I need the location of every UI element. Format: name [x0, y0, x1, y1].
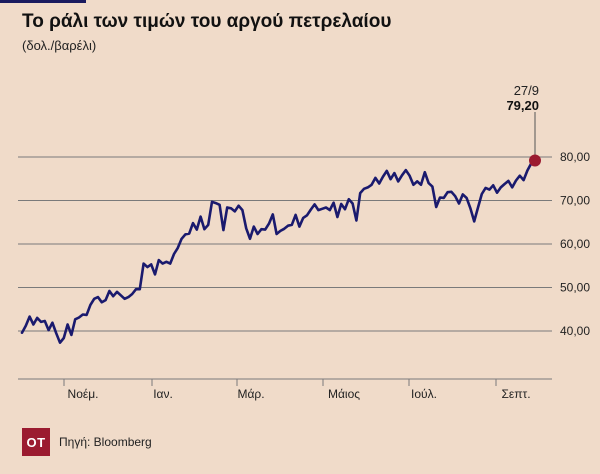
- footer: ΟΤ Πηγή: Bloomberg: [22, 428, 152, 456]
- annotation-date: 27/9: [514, 83, 539, 98]
- annotation-value: 79,20: [506, 98, 539, 113]
- x-tick-label: Σεπτ.: [501, 387, 530, 401]
- x-tick-label: Ιαν.: [153, 387, 173, 401]
- chart-subtitle: (δολ./βαρέλι): [22, 38, 97, 53]
- end-point-marker: [529, 154, 541, 167]
- y-tick-label: 50,00: [560, 281, 590, 295]
- y-tick-label: 40,00: [560, 324, 590, 338]
- y-tick-label: 60,00: [560, 237, 590, 251]
- x-tick-label: Ιούλ.: [411, 387, 437, 401]
- top-accent-bar: [0, 0, 86, 3]
- source-note: Πηγή: Bloomberg: [59, 435, 152, 449]
- x-tick-label: Νοέμ.: [68, 387, 99, 401]
- gridlines: [18, 156, 552, 332]
- series-line: [20, 159, 537, 345]
- x-axis-ticks: Νοέμ. Ιαν. Μάρ. Μάιος Ιούλ. Σεπτ.: [63, 379, 531, 401]
- y-axis-tick-labels: 40,00 50,00 60,00 70,00 80,00: [560, 150, 590, 338]
- chart-title: Το ράλι των τιμών του αργού πετρελαίου: [22, 11, 392, 32]
- x-tick-label: Μάρ.: [237, 387, 264, 401]
- y-tick-label: 80,00: [560, 150, 590, 164]
- ot-logo: ΟΤ: [22, 428, 50, 456]
- y-tick-label: 70,00: [560, 194, 590, 208]
- x-tick-label: Μάιος: [328, 387, 360, 401]
